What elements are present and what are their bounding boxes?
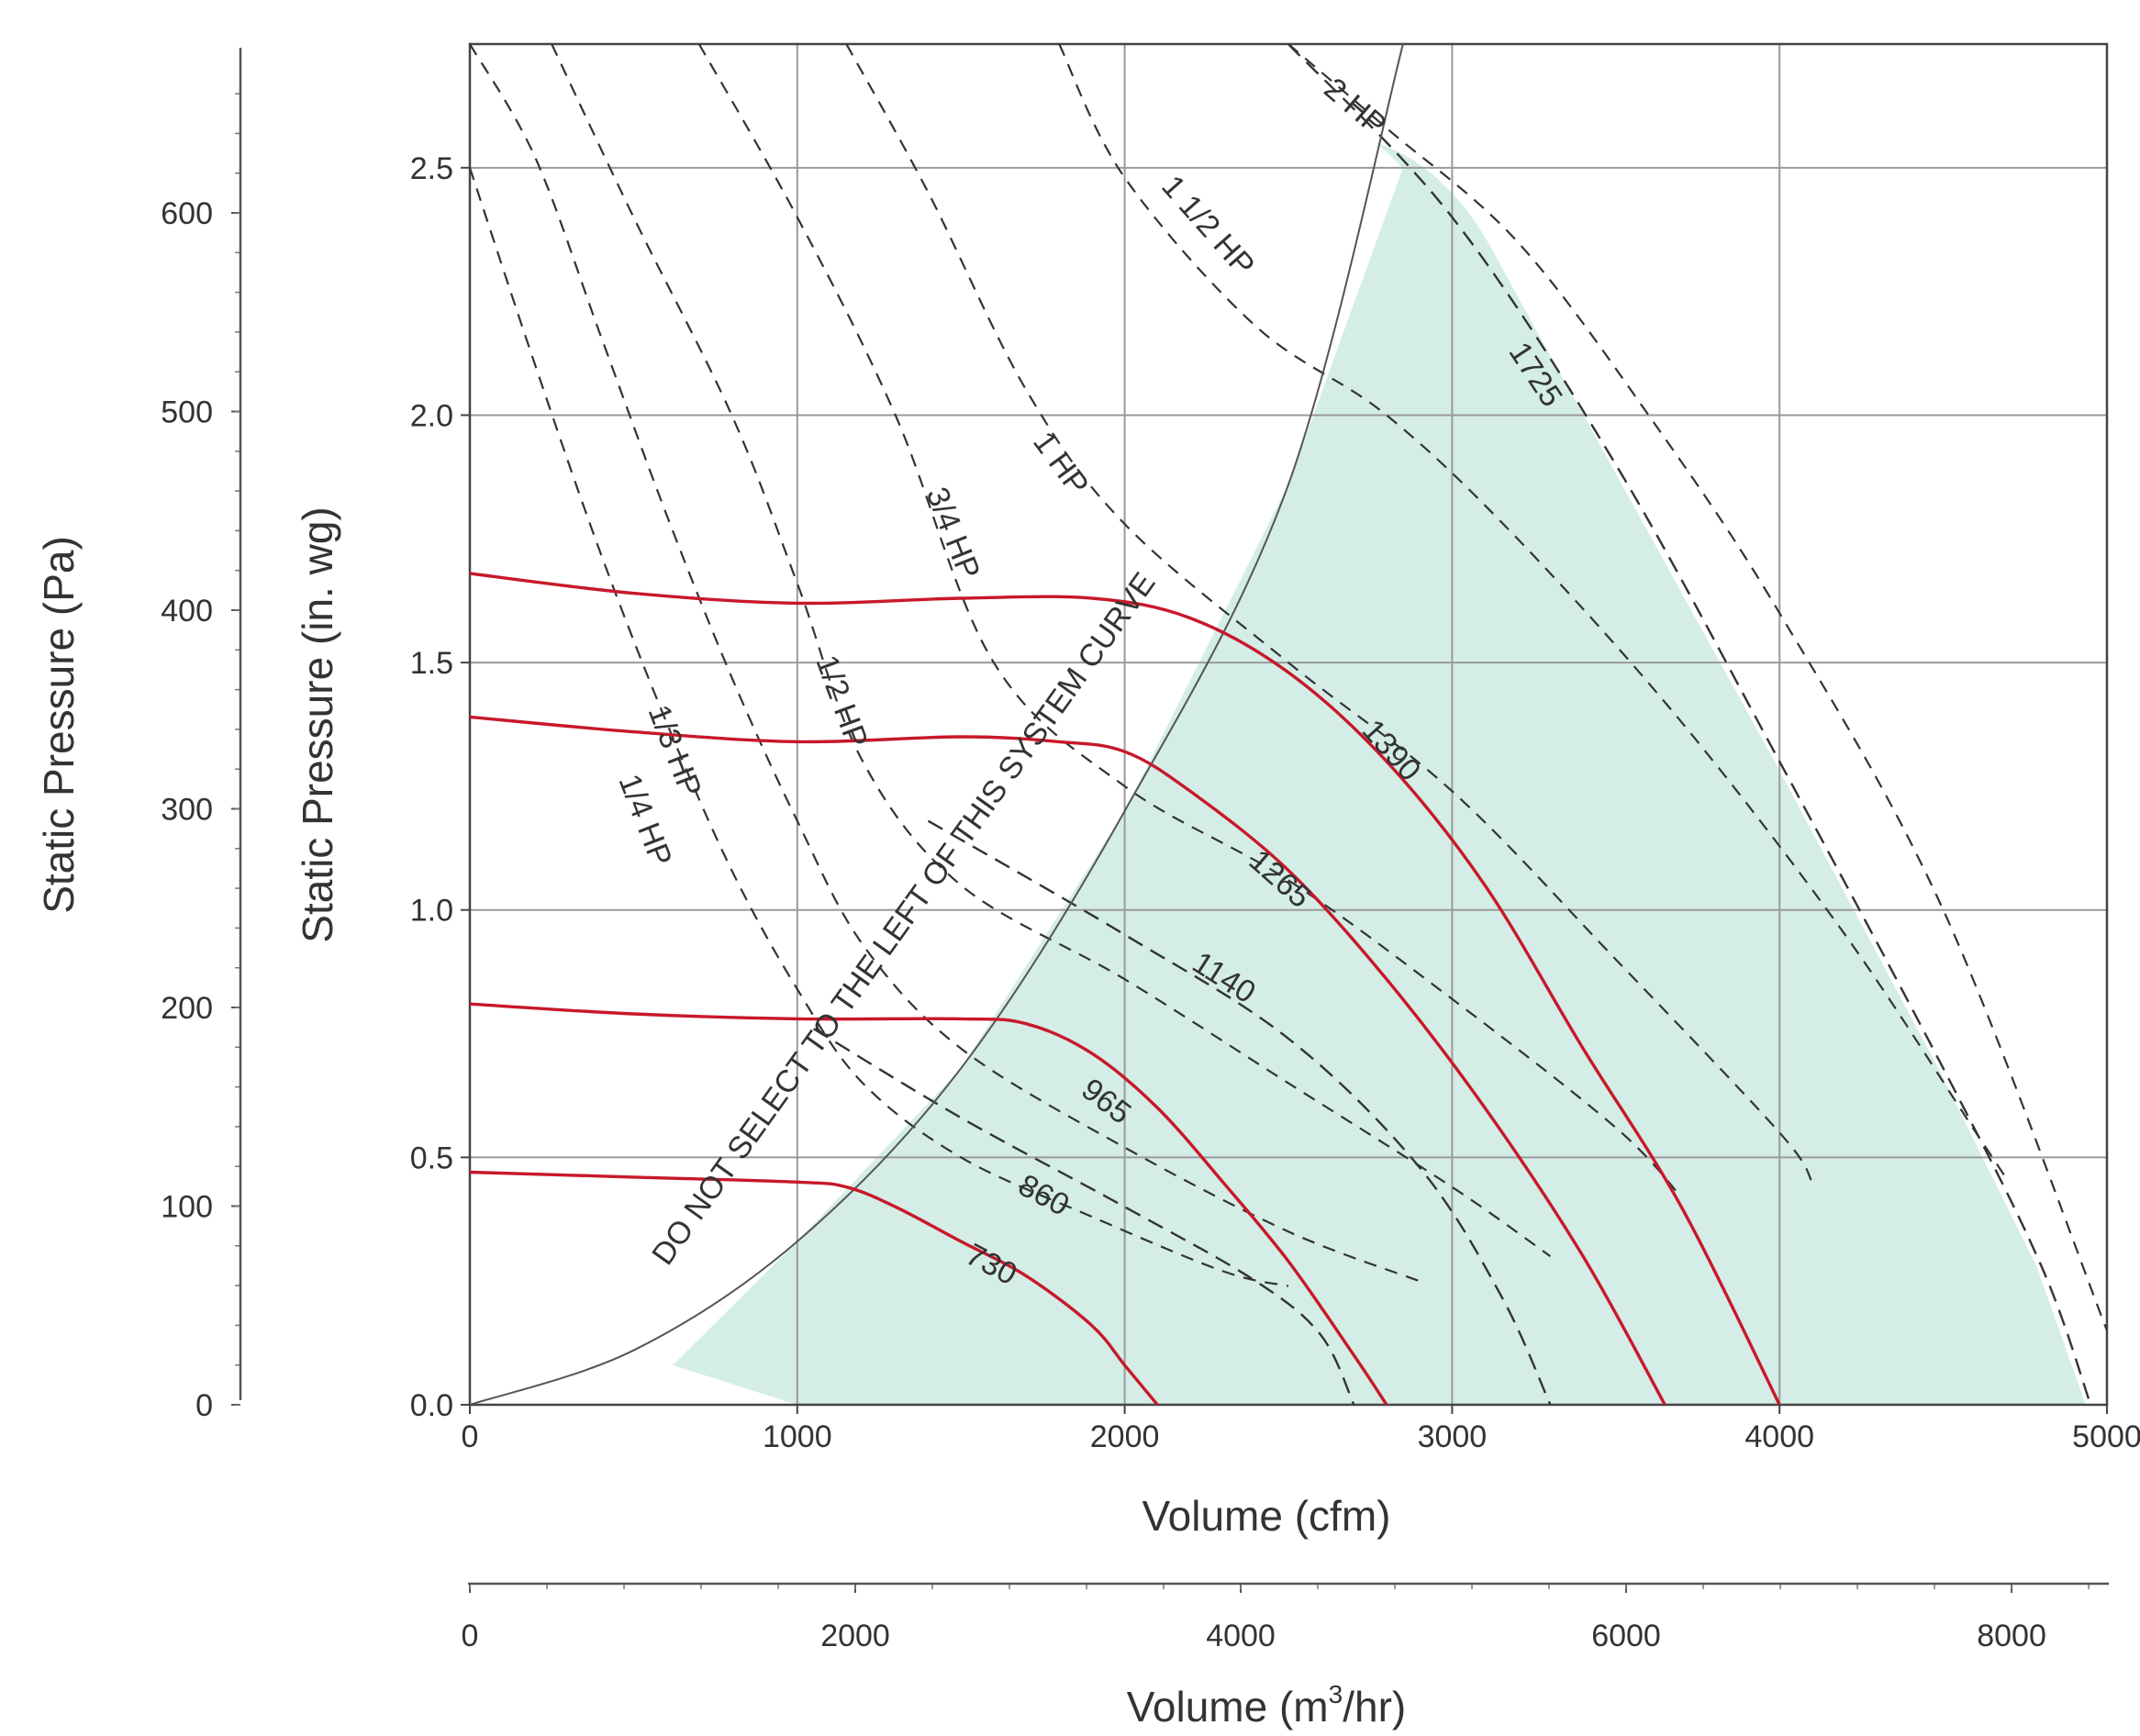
m3-label-sup: 3 [1329,1680,1343,1708]
y-axis-label: Static Pressure (in. wg) [294,506,341,942]
pa-tick-label: 500 [161,395,213,430]
pa-tick-label: 0 [195,1388,213,1423]
rpm-fan-curves [470,572,1781,1405]
x-tick-label: 5000 [2072,1419,2140,1454]
y-tick-label: 0.5 [410,1141,453,1175]
x-tick-label: 0 [462,1419,479,1454]
x-tick-label: 1000 [763,1419,832,1454]
rpm-curve-1390 [470,572,1781,1405]
m3-label-tail: /hr) [1343,1683,1406,1730]
m3-tick-label: 8000 [1977,1619,2046,1653]
x-axis-label: Volume (cfm) [1142,1492,1391,1540]
m3-tick-label: 6000 [1591,1619,1661,1653]
x-tick-label: 4000 [1744,1419,1814,1454]
m3-tick-label: 2000 [820,1619,890,1653]
rpm-curve-1265 [470,715,1666,1405]
pa-axis-label: Static Pressure (Pa) [35,536,83,914]
m3-axis-ticks: 0 2000 4000 6000 8000 [462,1584,2090,1653]
hp-curve-3 [697,44,1682,1198]
y-tick-label: 2.0 [410,398,453,433]
hp-label-5: 1 1/2 HP [1154,169,1261,283]
grid-lines [470,44,2107,1405]
y-tick-label: 0.0 [410,1388,453,1423]
x-axis-ticks: 0 1000 2000 3000 4000 5000 [462,1405,2140,1454]
hp-curve-6 [1287,44,2107,1331]
y-tick-label: 2.5 [410,151,453,186]
horsepower-curves [470,44,2107,1331]
y-tick-label: 1.0 [410,894,453,929]
m3-label-main: Volume (m [1127,1683,1329,1730]
pa-tick-label: 200 [161,991,213,1026]
rpm-dashed-curve-1725 [1287,44,2092,1405]
m3-tick-label: 4000 [1206,1619,1276,1653]
m3-axis-label: Volume (m3/hr) [1127,1680,1406,1730]
selection-zone-shading [673,142,2086,1405]
pa-tick-label: 400 [161,594,213,629]
hp-curve-1 [470,44,1421,1283]
x-tick-label: 3000 [1418,1419,1488,1454]
hp-curve-4 [845,44,1813,1183]
x-tick-label: 2000 [1090,1419,1160,1454]
hp-curve-0 [470,167,1289,1287]
rpm-dashed-curves [812,44,2092,1405]
hp-curve-2 [551,44,1552,1258]
rpm-dashed-curve-860 [812,1028,1355,1405]
y-axis-ticks: 0.0 0.5 1.0 1.5 2.0 2.5 [410,151,470,1423]
plot-area: 1/4 HP1/3 HP 1/2 HP3/4 HP1 HP1 1/2 HP2 HP… [468,42,2109,1407]
hp-label-2: 1/2 HP [808,651,875,752]
pa-tick-label: 300 [161,793,213,828]
hp-label-3: 3/4 HP [920,483,987,584]
system-curve [470,44,1404,1405]
rpm-dashed-curve-1140 [927,819,1552,1405]
rpm-curve-965 [470,1002,1388,1405]
pa-tick-label: 600 [161,196,213,231]
rpm-curve-730 [470,1170,1159,1405]
m3-tick-label: 0 [462,1619,479,1653]
pa-tick-label: 100 [161,1190,213,1225]
hp-curve-5 [1058,44,2010,1183]
pa-axis-ticks: 0 100 200 300 400 500 600 [161,93,240,1423]
y-tick-label: 1.5 [410,646,453,681]
